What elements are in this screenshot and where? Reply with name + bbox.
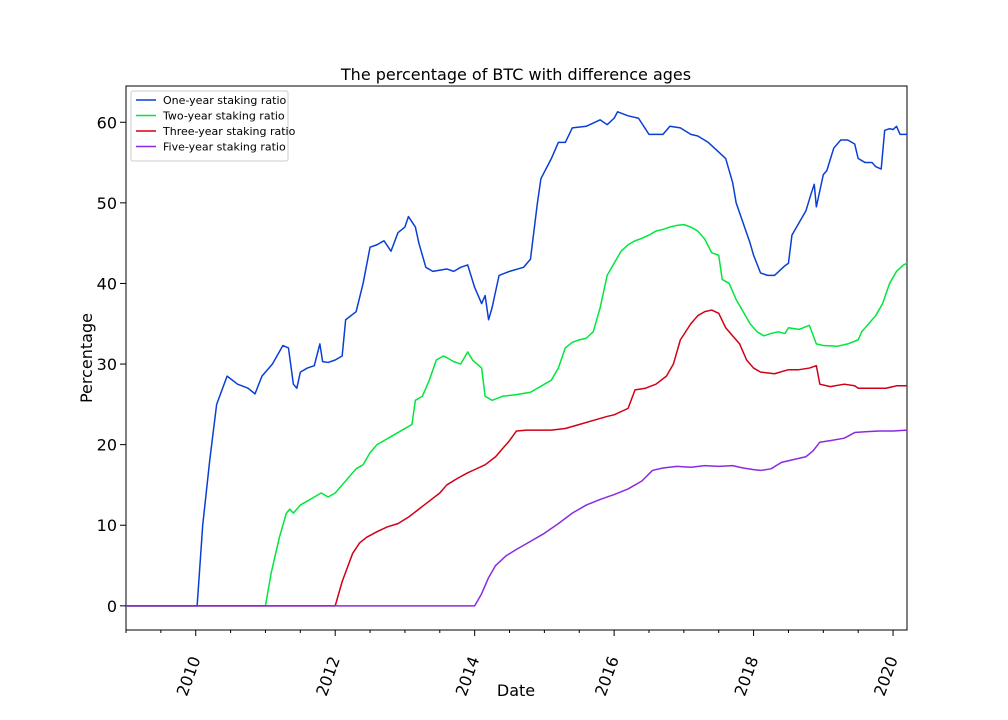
x-tick-label: 2012 (312, 654, 344, 699)
plot-frame (125, 85, 908, 631)
x-tick-label: 2018 (731, 654, 763, 699)
y-tick-label: 50 (97, 194, 117, 213)
x-axis-label: Date (497, 681, 535, 700)
series-line-4 (126, 429, 908, 607)
x-tick-label: 2016 (591, 654, 623, 699)
series-line-3 (126, 309, 907, 607)
chart-title: The percentage of BTC with difference ag… (340, 65, 691, 84)
series-lines (126, 111, 908, 607)
x-tick-label: 2014 (452, 654, 484, 699)
legend: One-year staking ratio Two-year staking r… (130, 90, 296, 162)
legend-box (130, 90, 289, 162)
series-line-2 (126, 223, 908, 607)
y-tick-label: 0 (107, 597, 117, 616)
y-tick-label: 20 (97, 436, 117, 455)
legend-entry: One-year staking ratio (163, 94, 287, 107)
y-axis: 0 10 20 30 40 50 60 (97, 113, 126, 616)
y-tick-label: 60 (97, 113, 117, 132)
y-axis-label: Percentage (77, 313, 96, 403)
legend-entry: Three-year staking ratio (162, 125, 296, 138)
legend-entry: Five-year staking ratio (163, 141, 286, 154)
series-line-1 (126, 111, 907, 607)
x-tick-label: 2010 (173, 654, 205, 699)
y-tick-label: 10 (97, 516, 117, 535)
y-tick-label: 40 (97, 274, 117, 293)
legend-entry: Two-year staking ratio (162, 110, 285, 123)
y-tick-label: 30 (97, 355, 117, 374)
x-tick-label: 2020 (870, 654, 902, 699)
